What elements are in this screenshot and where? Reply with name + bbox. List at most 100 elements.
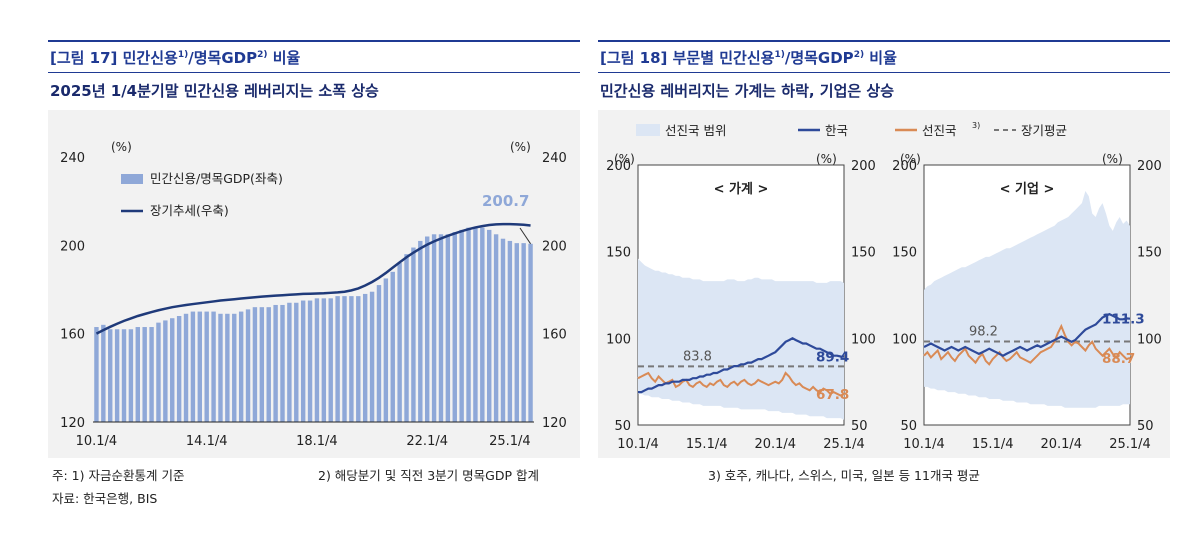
fig17-title-mid: /명목GDP <box>188 49 258 67</box>
fig18-legend-avg: 장기평균 <box>1021 123 1067 138</box>
fig18-corporate-avg-label: 98.2 <box>969 324 998 339</box>
fig18-corporate-unit-right: (%) <box>1102 152 1123 166</box>
fig17-bar <box>493 234 499 422</box>
fig18-corporate-ytick-right: 150 <box>1137 246 1162 261</box>
fig17-bar <box>487 229 492 423</box>
fig17-annotation-leader <box>519 227 532 245</box>
fig18-legend: 선진국 범위 한국 선진국 3) 장기평균 <box>636 121 1067 138</box>
fig17-xtick: 22.1/4 <box>406 434 448 449</box>
fig17-bar <box>328 298 333 422</box>
fig17-unit-left: (%) <box>111 140 132 154</box>
fig18-household-range-band <box>638 258 844 420</box>
fig17-bar <box>266 307 271 422</box>
fig18-corporate-xtick: 20.1/4 <box>1040 437 1082 452</box>
fig17-xtick: 18.1/4 <box>296 434 338 449</box>
fig18-corporate-panel-title: < 기업 > <box>1000 182 1055 197</box>
fig17-title-end: 비율 <box>267 49 301 67</box>
fig17-bar <box>190 311 196 422</box>
fig18-household-korea-line <box>638 337 845 394</box>
fig17-bar <box>390 271 395 422</box>
fig17-annotation-value: 200.7 <box>482 192 529 210</box>
fig17-bar <box>300 300 306 422</box>
fig17-bar <box>259 307 265 422</box>
fig17-bar <box>438 234 444 422</box>
fig17-legend-bar: 민간신용/명목GDP(좌축) <box>150 171 283 186</box>
fig18-household-xtick: 20.1/4 <box>754 437 796 452</box>
fig17-bar <box>287 302 292 422</box>
fig18-corporate-ytick-right: 100 <box>1137 332 1162 347</box>
fig17-bar <box>514 243 519 423</box>
fig17-bar <box>211 311 216 422</box>
fig17-bar <box>108 329 113 422</box>
fig18-corporate-xtick: 10.1/4 <box>903 437 945 452</box>
fig17-bar <box>521 243 526 423</box>
fig17-bar <box>197 311 203 422</box>
fig17-title-text: [그림 17] 민간신용 <box>50 49 178 67</box>
fig17-chart: (%) (%) 240 240 200 200 160 160 120 120 10.1/4 1… <box>60 140 567 449</box>
fig17-bar <box>273 304 278 422</box>
fig18-corporate-unit-left: (%) <box>900 152 921 166</box>
fig17-ytick-left: 200 <box>60 239 85 254</box>
fig17-mid-rule <box>48 72 580 73</box>
footnote-3: 3) 호주, 캐나다, 스위스, 미국, 일본 등 11개국 평균 <box>708 468 980 483</box>
fig17-bar <box>225 313 230 422</box>
fig17-bar <box>404 254 409 422</box>
fig17-ytick-left: 160 <box>60 328 85 343</box>
fig17-ytick-right: 120 <box>542 416 567 431</box>
fig18-mid-rule <box>598 72 1170 73</box>
fig17-ytick-right: 240 <box>542 151 567 166</box>
fig18-title-mid: /명목GDP <box>784 49 854 67</box>
fig17-bar <box>142 327 147 422</box>
fig18-corporate-advanced-end-label: 88.7 <box>1102 351 1135 367</box>
fig18-corporate-range-band <box>924 191 1130 408</box>
fig18-household-ytick-left: 200 <box>606 159 631 174</box>
fig17-title: [그림 17] 민간신용1)/명목GDP2) 비율 <box>50 47 300 68</box>
fig17-xtick: 14.1/4 <box>186 434 228 449</box>
fig18-corporate-ytick-left: 50 <box>900 419 917 434</box>
fig17-bar <box>314 298 320 422</box>
fig18-household-advanced-line <box>637 371 845 397</box>
fig18-household-unit-left: (%) <box>614 152 635 166</box>
fig17-bar <box>369 291 375 422</box>
fig17-bar <box>452 232 457 422</box>
fig17-bar <box>500 238 506 422</box>
fig17-bar <box>349 296 354 423</box>
fig18-household-unit-right: (%) <box>816 152 837 166</box>
fig18-legend-range: 선진국 범위 <box>665 123 726 138</box>
fig17-subtitle: 2025년 1/4분기말 민간신용 레버리지는 소폭 상승 <box>50 82 379 100</box>
fig18-household-ytick-left: 50 <box>614 419 631 434</box>
footnote-1: 주: 1) 자금순환통계 기준 <box>52 468 185 483</box>
fig18-corporate-ytick-left: 200 <box>892 159 917 174</box>
fig18-household-korea-end-label: 89.4 <box>816 350 849 366</box>
source-note: 자료: 한국은행, BIS <box>52 491 158 506</box>
fig17-trend-line <box>95 222 531 335</box>
fig18-corporate-korea-end-label: 111.3 <box>1102 312 1145 328</box>
fig17-bar <box>232 313 237 422</box>
fig17-bar <box>431 234 437 422</box>
fig18-corporate-ytick-right: 200 <box>1137 159 1162 174</box>
fig17-bar <box>335 296 340 423</box>
fig18-corporate-xtick: 25.1/4 <box>1109 437 1151 452</box>
footnote-2: 2) 해당분기 및 직전 3분기 명목GDP 합계 <box>318 468 539 483</box>
fig17-bar <box>376 285 382 422</box>
fig18-household-ytick-right: 150 <box>851 246 876 261</box>
fig17-bar <box>473 227 478 422</box>
fig18-household-ytick-left: 150 <box>606 246 631 261</box>
fig18-household-ytick-right: 100 <box>851 332 876 347</box>
fig17-legend-bar-swatch <box>121 174 143 184</box>
fig18-household-ytick-right: 200 <box>851 159 876 174</box>
fig17-bar <box>252 307 258 422</box>
fig17-bar <box>424 236 430 422</box>
fig17-bar <box>418 240 423 422</box>
fig17-ytick-left: 240 <box>60 151 85 166</box>
fig17-bar <box>121 329 127 422</box>
fig18-legend-advanced: 선진국 <box>922 123 957 138</box>
fig18-subtitle: 민간신용 레버리지는 가계는 하락, 기업은 상승 <box>600 82 895 100</box>
fig17-bar <box>183 313 189 422</box>
fig17-bar <box>383 278 389 422</box>
fig17-bar <box>397 263 402 422</box>
fig17-bar <box>507 240 513 422</box>
fig18-household-xtick: 10.1/4 <box>617 437 659 452</box>
fig18-corporate-ytick-right: 50 <box>1137 419 1154 434</box>
fig18-legend-advanced-sup: 3) <box>972 121 980 130</box>
